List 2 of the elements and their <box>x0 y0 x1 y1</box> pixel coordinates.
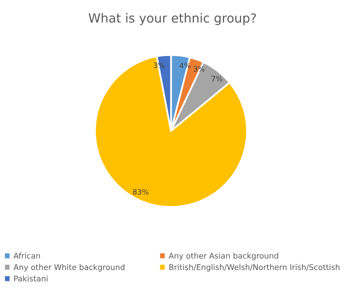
chart-title: What is your ethnic group? <box>88 13 256 26</box>
pie-slice <box>94 56 248 208</box>
